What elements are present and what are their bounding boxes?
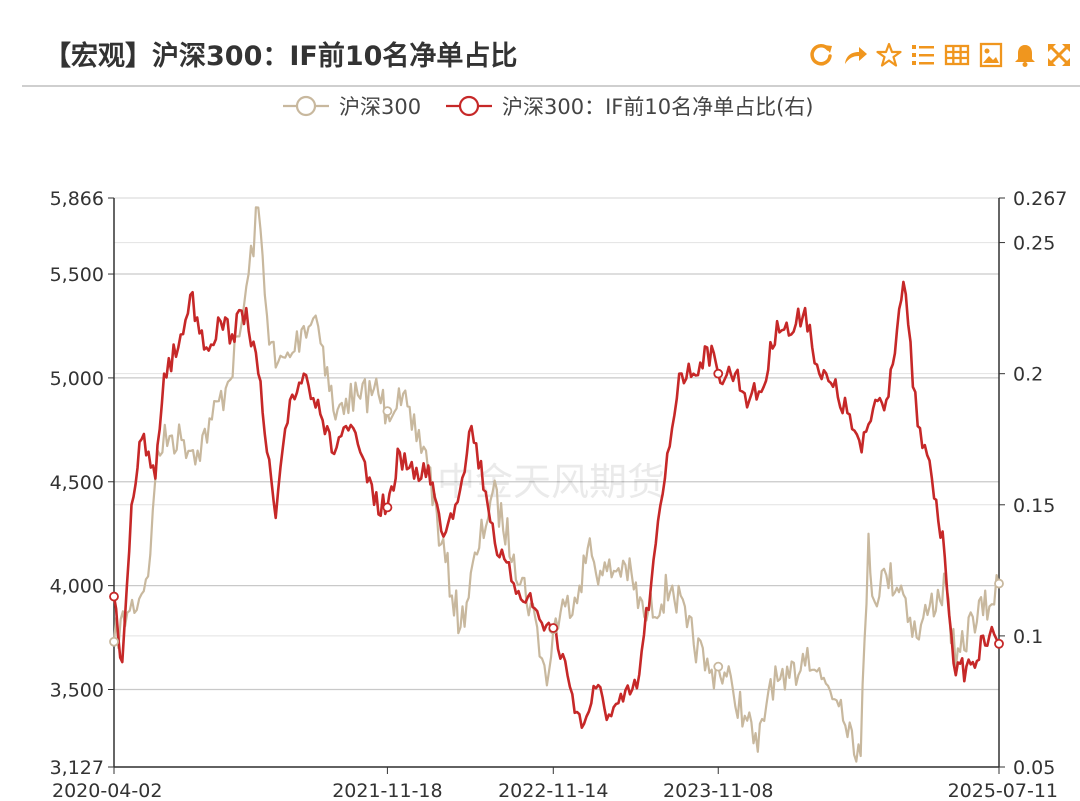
y-right-tick-label: 0.2 [1013,364,1043,386]
table-icon[interactable] [942,40,972,70]
refresh-icon[interactable] [806,40,836,70]
series-marker-0 [713,661,724,672]
legend-label-1: 沪深300：IF前10名净单占比(右) [502,95,813,119]
x-tick-label: 2025-07-11 [948,780,1058,801]
y-right-tick-label: 0.05 [1013,757,1055,779]
share-icon[interactable] [840,40,870,70]
series-lines [112,206,1001,763]
series-marker-1 [109,591,119,602]
series-marker-1 [548,623,559,633]
bell-icon[interactable] [1010,40,1040,70]
y-right-tick-label: 0.25 [1013,233,1055,255]
axes: 3,127 3,500 4,000 4,500 5,000 5,500 5,866 0.05 0… [50,188,1068,801]
series-line-1 [112,280,1001,729]
watermark-text: 中金天风期货 [437,460,665,504]
x-tick-label: 2023-11-08 [663,780,773,801]
x-tick-label: 2022-11-14 [498,780,608,801]
series-line-0 [112,206,1001,763]
y-left-tick-label: 4,500 [50,472,104,494]
legend: 沪深300 沪深300：IF前10名净单占比(右) [283,95,813,119]
legend-swatch-marker-0 [295,95,317,117]
x-tick-label: 2020-04-02 [52,780,162,801]
series-marker-0 [109,636,119,647]
image-icon[interactable] [976,40,1006,70]
y-left-tick-label: 3,500 [50,680,104,702]
page-title: 【宏观】沪深300：IF前10名净单占比 [44,41,518,72]
legend-swatch-marker-1 [458,95,480,117]
y-left-tick-label: 5,866 [50,188,104,210]
series-marker-1 [713,368,724,379]
legend-label-0: 沪深300 [339,95,421,119]
list-icon[interactable] [908,40,938,70]
y-left-tick-label: 3,127 [50,757,104,779]
y-right-tick-label: 0.267 [1013,188,1067,210]
header-divider [22,85,1080,87]
y-left-tick-label: 4,000 [50,576,104,598]
series-markers [109,368,1004,672]
x-tick-label: 2021-11-18 [332,780,442,801]
series-marker-0 [382,406,393,417]
y-right-tick-label: 0.1 [1013,626,1043,648]
series-marker-0 [994,578,1004,589]
chart-toolbar [806,40,1074,70]
y-left-tick-label: 5,000 [50,368,104,390]
y-left-tick-label: 5,500 [50,264,104,286]
y-right-tick-label: 0.15 [1013,495,1055,517]
series-marker-1 [382,502,393,513]
fullscreen-icon[interactable] [1044,40,1074,70]
series-marker-1 [994,638,1004,649]
star-icon[interactable] [874,40,904,70]
